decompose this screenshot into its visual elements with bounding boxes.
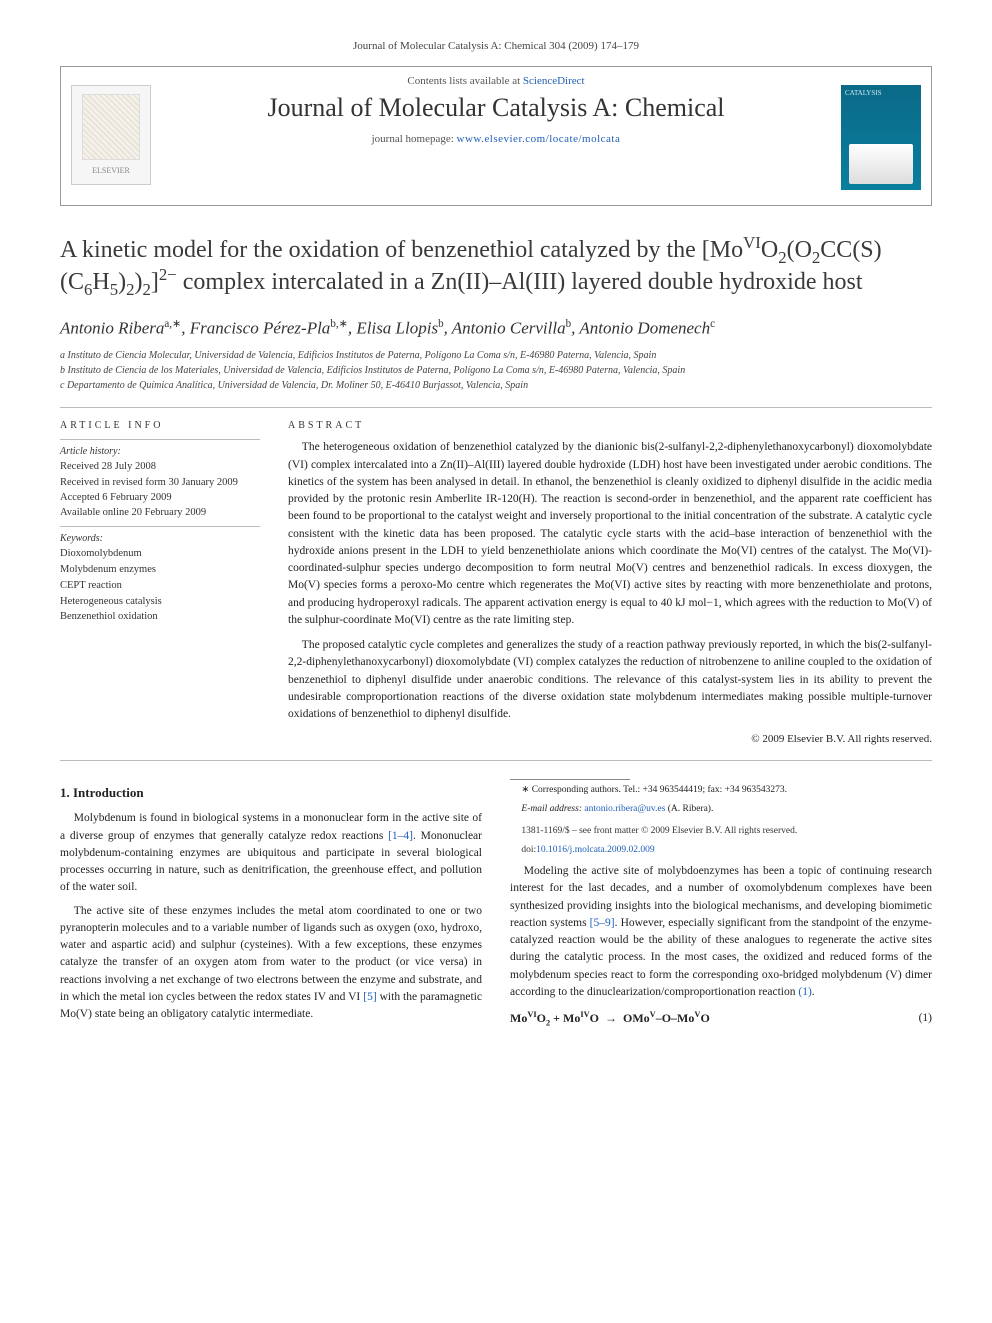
front-matter-line: 1381-1169/$ – see front matter © 2009 El… xyxy=(510,825,932,838)
homepage-prefix: journal homepage: xyxy=(372,133,457,145)
history-item: Available online 20 February 2009 xyxy=(60,505,260,520)
equation-number: (1) xyxy=(919,1010,932,1027)
journal-cover-thumb: CATALYSIS xyxy=(841,85,921,190)
keyword: Benzenethiol oxidation xyxy=(60,609,260,625)
abstract-copyright: © 2009 Elsevier B.V. All rights reserved… xyxy=(288,731,932,748)
history-item: Received in revised form 30 January 2009 xyxy=(60,475,260,490)
author-list: Antonio Riberaa,∗, Francisco Pérez-Plab,… xyxy=(60,317,932,339)
info-abstract-row: article info Article history: Received 2… xyxy=(60,420,932,748)
keyword: Dioxomolybdenum xyxy=(60,546,260,562)
email-suffix: (A. Ribera). xyxy=(665,804,713,814)
contents-prefix: Contents lists available at xyxy=(407,75,522,87)
keyword: Heterogeneous catalysis xyxy=(60,594,260,610)
email-line: E-mail address: antonio.ribera@uv.es (A.… xyxy=(510,803,932,816)
abstract-column: abstract The heterogeneous oxidation of … xyxy=(288,420,932,748)
keyword: CEPT reaction xyxy=(60,578,260,594)
footnote-rule xyxy=(510,779,630,780)
abstract-para: The proposed catalytic cycle completes a… xyxy=(288,637,932,723)
email-label: E-mail address: xyxy=(521,804,584,814)
elsevier-logo: ELSEVIER xyxy=(71,85,151,185)
doi-line: doi:10.1016/j.molcata.2009.02.009 xyxy=(510,844,932,857)
article-title: A kinetic model for the oxidation of ben… xyxy=(60,234,932,299)
keywords-list: Dioxomolybdenum Molybdenum enzymes CEPT … xyxy=(60,546,260,625)
email-link[interactable]: antonio.ribera@uv.es xyxy=(584,804,665,814)
top-citation: Journal of Molecular Catalysis A: Chemic… xyxy=(60,40,932,52)
equation-row: MoVIO2 + MoIVO → OMoV–O–MoVO (1) xyxy=(510,1009,932,1027)
sciencedirect-link[interactable]: ScienceDirect xyxy=(523,75,585,87)
keywords-label: Keywords: xyxy=(60,533,260,544)
affiliation: c Departamento de Química Analítica, Uni… xyxy=(60,378,932,393)
journal-name: Journal of Molecular Catalysis A: Chemic… xyxy=(75,93,917,123)
affiliations: a Instituto de Ciencia Molecular, Univer… xyxy=(60,348,932,393)
abstract-text: The heterogeneous oxidation of benzeneth… xyxy=(288,439,932,748)
equation: MoVIO2 + MoIVO → OMoV–O–MoVO xyxy=(510,1009,710,1027)
doi-label: doi: xyxy=(521,845,536,855)
doi-link[interactable]: 10.1016/j.molcata.2009.02.009 xyxy=(536,845,654,855)
homepage-line: journal homepage: www.elsevier.com/locat… xyxy=(75,133,917,145)
contents-line: Contents lists available at ScienceDirec… xyxy=(75,75,917,87)
article-info-column: article info Article history: Received 2… xyxy=(60,420,260,748)
affiliation: a Instituto de Ciencia Molecular, Univer… xyxy=(60,348,932,363)
rule xyxy=(60,407,932,408)
rule xyxy=(60,760,932,761)
abstract-heading: abstract xyxy=(288,420,932,431)
keyword: Molybdenum enzymes xyxy=(60,562,260,578)
body-columns: 1. Introduction Molybdenum is found in b… xyxy=(60,779,932,1034)
body-para: Molybdenum is found in biological system… xyxy=(60,810,482,896)
history-label: Article history: xyxy=(60,446,260,457)
article-info-heading: article info xyxy=(60,420,260,431)
homepage-link[interactable]: www.elsevier.com/locate/molcata xyxy=(457,133,621,145)
journal-header: ELSEVIER CATALYSIS Contents lists availa… xyxy=(60,66,932,206)
corresponding-author-note: ∗ Corresponding authors. Tel.: +34 96354… xyxy=(510,784,932,797)
body-para: Modeling the active site of molybdoenzym… xyxy=(510,863,932,1001)
abstract-para: The heterogeneous oxidation of benzeneth… xyxy=(288,439,932,629)
history-item: Received 28 July 2008 xyxy=(60,459,260,474)
history-item: Accepted 6 February 2009 xyxy=(60,490,260,505)
body-para: The active site of these enzymes include… xyxy=(60,903,482,1024)
section-heading: 1. Introduction xyxy=(60,783,482,803)
affiliation: b Instituto de Ciencia de los Materiales… xyxy=(60,363,932,378)
history-list: Received 28 July 2008 Received in revise… xyxy=(60,459,260,520)
